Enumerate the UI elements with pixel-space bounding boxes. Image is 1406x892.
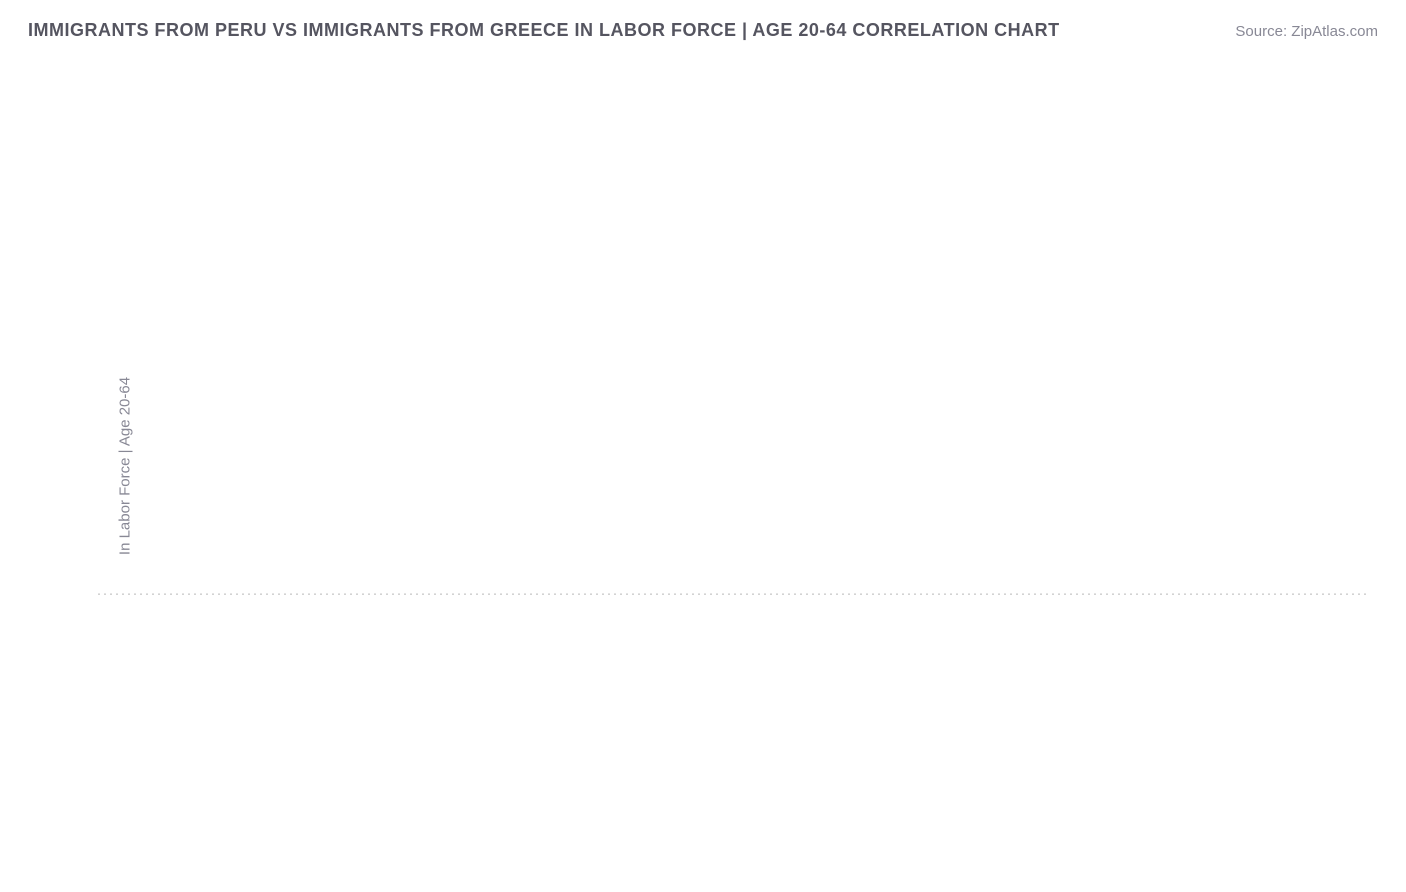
source-attribution: Source: ZipAtlas.com: [1235, 23, 1378, 40]
chart-header: IMMIGRANTS FROM PERU VS IMMIGRANTS FROM …: [28, 20, 1378, 41]
source-name: ZipAtlas.com: [1291, 23, 1378, 40]
chart-container: In Labor Force | Age 20-64: [28, 60, 1378, 872]
source-prefix: Source:: [1235, 23, 1291, 40]
chart-title: IMMIGRANTS FROM PERU VS IMMIGRANTS FROM …: [28, 20, 1060, 41]
scatter-plot: [78, 60, 1378, 820]
